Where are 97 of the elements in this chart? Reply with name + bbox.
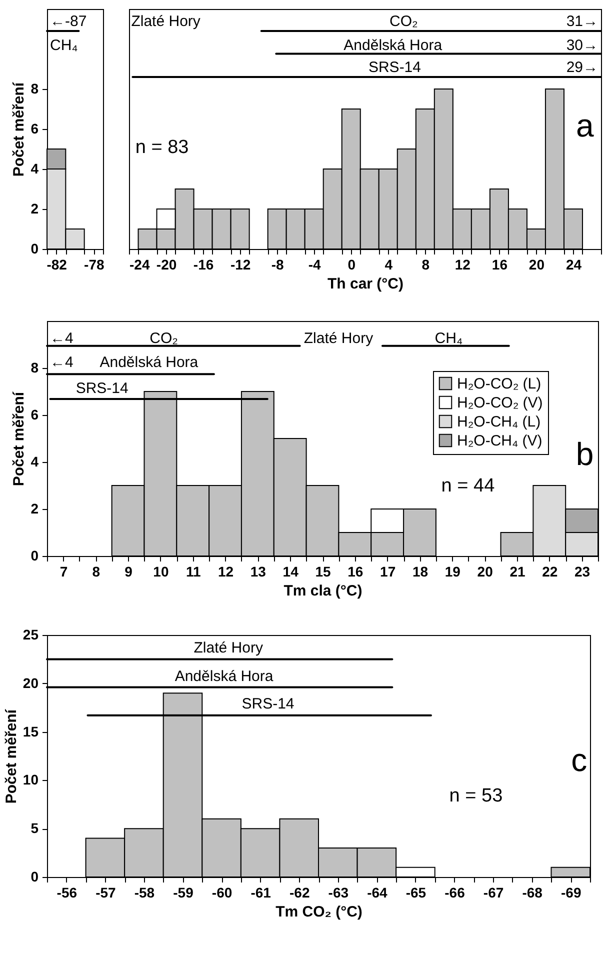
annotation: ←4	[50, 330, 74, 347]
annotation: Andělská Hora	[100, 354, 199, 372]
y-axis-title: Počet měření	[10, 82, 28, 177]
y-tick-label: 20	[22, 674, 39, 691]
annotation: b	[576, 436, 594, 472]
legend-label: H₂O-CH₄ (V)	[457, 432, 542, 450]
x-tick-label: 17	[380, 564, 396, 580]
legend-label: H₂O-CO₂ (L)	[457, 376, 542, 392]
annotation: Zlaté Hory	[194, 640, 264, 657]
y-tick-label: 8	[30, 360, 39, 376]
x-tick-label: 7	[60, 564, 68, 580]
x-tick-label: -20	[156, 256, 177, 272]
x-tick-label: -62	[289, 884, 310, 900]
annotation: SRS-14	[242, 696, 294, 713]
x-tick-label: -78	[84, 256, 104, 272]
annotation: Andělská Hora	[174, 668, 274, 686]
x-tick-label: 9	[124, 564, 133, 580]
x-tick-label: 0	[348, 256, 356, 272]
y-tick-label: 4	[30, 454, 39, 470]
x-tick-label: 20	[528, 256, 545, 272]
x-tick-label: 24	[566, 256, 582, 272]
y-tick-label: 8	[30, 80, 39, 96]
x-tick-label: 11	[186, 564, 201, 580]
x-tick-label: -24	[130, 256, 150, 272]
x-tick-label: -16	[193, 256, 214, 272]
x-tick-label: 16	[348, 564, 364, 580]
y-tick-label: 2	[30, 200, 39, 216]
annotation: Andělská Hora	[344, 37, 443, 54]
x-axis-title: Th car (°C)	[327, 276, 404, 292]
x-tick-label: -8	[271, 256, 284, 272]
annotation: ←4	[50, 354, 74, 372]
x-tick-label: 8	[422, 256, 430, 272]
y-tick-label: 6	[30, 120, 39, 136]
x-tick-label: 18	[412, 564, 428, 580]
x-tick-label: -82	[46, 256, 68, 272]
x-tick-label: 14	[282, 564, 299, 580]
x-tick-label: -12	[230, 256, 251, 272]
x-tick-label: -56	[56, 884, 78, 900]
y-tick-label: 10	[22, 772, 39, 788]
annotation: SRS-14	[76, 380, 128, 397]
legend-label: H₂O-CO₂ (V)	[457, 394, 543, 412]
annotation: 29→	[566, 59, 598, 76]
x-tick-label: 10	[153, 564, 169, 580]
x-tick-label: 12	[218, 564, 234, 580]
y-tick-label: 0	[30, 868, 39, 884]
y-tick-label: 5	[30, 820, 39, 836]
x-tick-label: -58	[134, 884, 155, 900]
annotation: SRS-14	[368, 59, 421, 76]
annotation: ←-87	[50, 13, 87, 30]
annotation: CO₂	[390, 13, 418, 30]
y-tick-label: 6	[30, 406, 39, 422]
x-tick-label: -68	[522, 884, 543, 900]
x-tick-label: 12	[454, 256, 471, 272]
annotation: n = 53	[449, 786, 503, 807]
x-tick-label: -67	[483, 884, 504, 900]
x-tick-label: 4	[384, 256, 393, 272]
annotation: Zlaté Hory	[304, 330, 374, 347]
x-tick-label: 15	[315, 564, 331, 580]
x-tick-label: -63	[328, 884, 349, 900]
annotation: CH₄	[50, 37, 78, 54]
annotation: Zlaté Hory	[131, 13, 201, 30]
x-tick-label: -4	[308, 256, 322, 272]
x-tick-label: 19	[444, 564, 461, 580]
annotation: a	[576, 108, 594, 144]
annotation: n = 83	[135, 137, 189, 158]
x-tick-label: 13	[250, 564, 266, 580]
annotation: 31→	[566, 13, 598, 30]
x-tick-label: -69	[560, 884, 582, 900]
x-tick-label: 16	[492, 256, 508, 272]
annotation: CH₄	[434, 330, 463, 347]
x-tick-label: -64	[367, 884, 388, 900]
x-axis-title: Tm CO₂ (°C)	[276, 904, 362, 920]
x-tick-label: -59	[173, 884, 194, 900]
y-axis-title: Počet měření	[2, 708, 20, 804]
x-tick-label: -57	[96, 884, 116, 900]
y-tick-label: 15	[22, 723, 39, 740]
x-tick-label: 8	[92, 564, 100, 580]
legend-label: H₂O-CH₄ (L)	[457, 414, 541, 430]
x-tick-label: 21	[510, 564, 526, 580]
x-axis-title: Tm cla (°C)	[284, 582, 362, 600]
annotation: n = 44	[441, 476, 496, 496]
y-tick-label: 2	[30, 500, 39, 516]
y-tick-label: 0	[30, 240, 39, 256]
x-tick-label: 20	[477, 564, 494, 580]
y-tick-label: 25	[22, 626, 39, 642]
annotation: CO₂	[150, 330, 178, 347]
x-tick-label: 22	[542, 564, 558, 580]
annotation: 30→	[566, 37, 598, 54]
y-tick-label: 4	[30, 160, 39, 176]
x-tick-label: -60	[212, 884, 232, 900]
x-tick-label: -61	[250, 884, 272, 900]
y-tick-label: 0	[30, 548, 39, 564]
x-tick-label: -65	[406, 884, 426, 900]
x-tick-label: 23	[574, 564, 590, 580]
y-axis-title: Počet měření	[10, 391, 28, 486]
annotation: c	[571, 742, 588, 778]
x-tick-label: -66	[444, 884, 466, 900]
